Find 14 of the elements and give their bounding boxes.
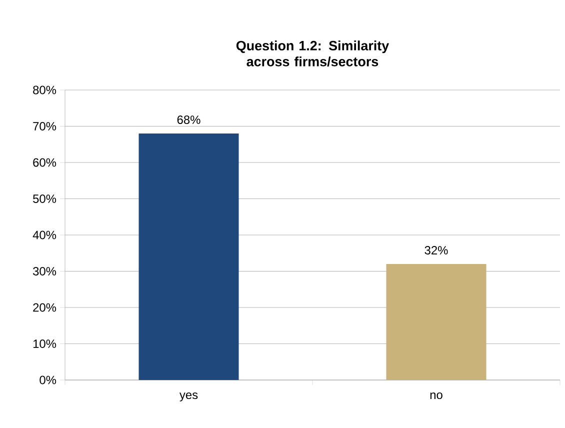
y-tick-label: 80%: [33, 86, 56, 94]
x-tick-label: no: [430, 392, 442, 400]
y-tick-label: 40%: [32, 230, 56, 240]
y-tick-label: 70%: [33, 122, 56, 130]
data-label: 32%: [424, 246, 448, 254]
data-label: 68%: [177, 116, 200, 124]
chart-title: Question 1.2: Similarity across firms/sectors: [236, 40, 390, 67]
y-tick-label: 60%: [33, 158, 56, 167]
y-tick-label: 30%: [33, 267, 56, 276]
y-tick-label: 0%: [40, 376, 56, 384]
y-tick-label: 50%: [33, 194, 56, 203]
y-tick-label: 20%: [33, 303, 56, 312]
y-tick-label: 10%: [33, 340, 56, 348]
x-tick-label: yes: [179, 392, 198, 402]
